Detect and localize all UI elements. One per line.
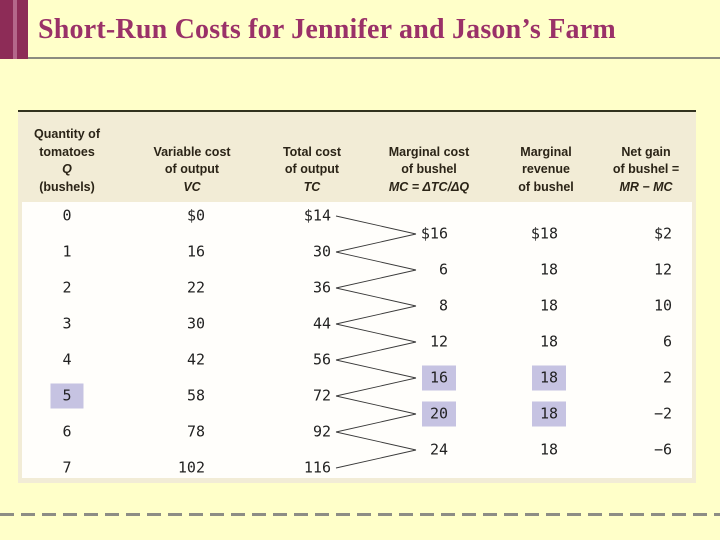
column-header-line: MC = ΔTC/ΔQ: [388, 179, 470, 194]
net-cell: 10: [653, 296, 672, 315]
vc-cell: 16: [186, 242, 205, 261]
tc-cell: 44: [312, 314, 331, 333]
column-header-line: of output: [284, 162, 340, 176]
net-cell: 6: [662, 332, 672, 351]
tc-cell: 36: [312, 278, 331, 297]
column-header-line: (bushels): [39, 179, 95, 194]
vc-cell: 30: [186, 314, 205, 333]
net-cell: −6: [653, 440, 672, 459]
mc-cell: $16: [420, 224, 448, 243]
q-cell: 0: [62, 206, 72, 225]
column-header: Quantity of tomatoes Q (bushels): [11, 112, 123, 196]
vc-cell: 102: [177, 458, 205, 477]
q-cell: 3: [62, 314, 72, 333]
column-header: Variable cost of output VC: [130, 112, 254, 196]
cost-table-figure: Quantity of tomatoes Q (bushels) Variable co…: [18, 110, 696, 483]
mr-cell: 18: [531, 365, 566, 391]
tc-cell: 92: [312, 422, 331, 441]
column-header: Net gain of bushel = MR − MC: [587, 112, 705, 196]
bottom-dashed-line: [0, 513, 720, 516]
mr-cell: 18: [539, 440, 558, 459]
tc-cell: 116: [303, 458, 331, 477]
title-accent-bar: [0, 0, 28, 59]
mc-cell: 24: [429, 440, 448, 459]
vc-cell: 58: [186, 386, 205, 405]
title-underline: [0, 57, 720, 59]
net-cell: 2: [662, 368, 672, 387]
zigzag-lines: [335, 215, 417, 469]
column-header-line: Variable cost: [153, 144, 231, 159]
vc-cell: 42: [186, 350, 205, 369]
tc-cell: 56: [312, 350, 331, 369]
net-cell: $2: [653, 224, 672, 243]
column-header-line: TC: [303, 179, 321, 194]
q-cell: 4: [62, 350, 72, 369]
net-cell: −2: [653, 404, 672, 423]
column-header: Total cost of output TC: [256, 112, 368, 196]
column-header-line: Q: [62, 162, 72, 176]
column-header-line: Marginal: [520, 144, 572, 159]
tc-cell: 30: [312, 242, 331, 261]
column-header-line: VC: [183, 179, 201, 194]
vc-cell: 78: [186, 422, 205, 441]
column-header-line: tomatoes: [39, 144, 95, 159]
column-header-line: revenue: [522, 162, 570, 176]
q-cell: 5: [50, 383, 84, 409]
column-header-line: of bushel =: [612, 162, 680, 176]
column-header-line: MR − MC: [619, 179, 673, 194]
column-header: Marginal cost of bushel MC = ΔTC/ΔQ: [356, 112, 502, 196]
q-cell: 1: [62, 242, 72, 261]
mc-cell: 20: [421, 401, 456, 427]
vc-cell: 22: [186, 278, 205, 297]
mr-cell: 18: [539, 296, 558, 315]
net-cell: 12: [653, 260, 672, 279]
column-header-line: Net gain: [621, 144, 671, 159]
mr-cell: $18: [530, 224, 558, 243]
mr-cell: 18: [539, 332, 558, 351]
column-header: Marginal revenue of bushel: [490, 112, 602, 196]
mc-cell: 6: [438, 260, 448, 279]
column-header-line: of output: [164, 162, 220, 176]
tc-cell: 72: [312, 386, 331, 405]
mc-cell: 12: [429, 332, 448, 351]
mc-cell: 16: [421, 365, 456, 391]
column-header-line: Total cost: [282, 144, 342, 159]
column-header-line: of bushel: [401, 162, 457, 176]
table-body-panel: [22, 202, 692, 478]
column-header-line: Marginal cost: [388, 144, 470, 159]
q-cell: 6: [62, 422, 72, 441]
q-cell: 7: [62, 458, 72, 477]
mr-cell: 18: [539, 260, 558, 279]
column-header-line: Quantity of: [34, 127, 100, 141]
mr-cell: 18: [531, 401, 566, 427]
tc-cell: $14: [303, 206, 331, 225]
column-header-line: of bushel: [518, 179, 574, 194]
slide-title: Short-Run Costs for Jennifer and Jason’s…: [38, 14, 616, 45]
q-cell: 2: [62, 278, 72, 297]
mc-cell: 8: [438, 296, 448, 315]
vc-cell: $0: [186, 206, 205, 225]
